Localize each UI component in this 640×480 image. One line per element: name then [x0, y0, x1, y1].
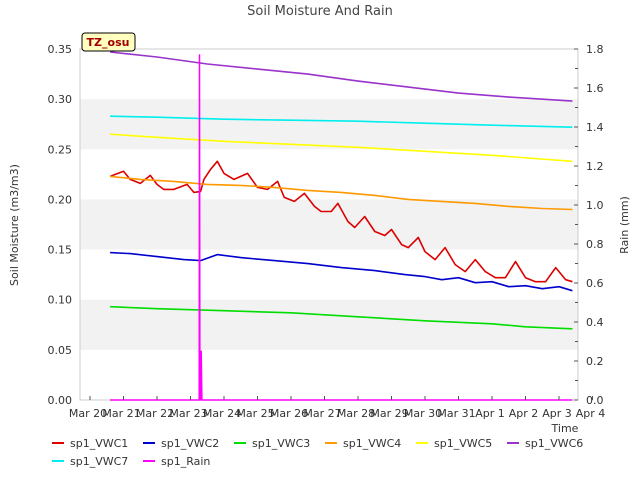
y-tick-label-left: 0.20	[48, 193, 73, 206]
grid-bands	[80, 49, 578, 400]
site-badge-box	[81, 32, 136, 52]
y-axis-right: 0.0 0.2 0.4 0.6 0.8 1.0 1.2 1.4 1.6 1.8	[574, 43, 604, 407]
series-line-sp1_VWC6	[110, 51, 573, 102]
series-line-sp1_VWC2	[110, 251, 573, 292]
x-tick-label: Apr 3	[542, 407, 572, 420]
x-tick-label: Mar 20	[69, 407, 107, 420]
x-tick-label: Mar 23	[169, 407, 207, 420]
legend: sp1_VWC1 sp1_VWC2 sp1_VWC3 sp1_VWC4 sp1_VWC5…	[52, 437, 583, 468]
y-axis-title-left: Soil Moisture (m3/m3)	[8, 164, 21, 286]
y-tick-label-left: 0.35	[48, 43, 73, 56]
y-tick-label-left: 0.05	[48, 344, 73, 357]
x-tick-label: Mar 30	[404, 407, 442, 420]
legend-label: sp1_VWC4	[343, 437, 401, 450]
x-tick-label: Apr 4	[576, 407, 606, 420]
x-tick-label: Mar 29	[370, 407, 408, 420]
x-tick-label: Mar 25	[236, 407, 274, 420]
site-badge-label: TZ_osu	[87, 36, 130, 49]
grid-band	[80, 349, 578, 400]
legend-label: sp1_VWC3	[252, 437, 310, 450]
series-line-sp1_VWC3	[110, 305, 573, 330]
y-axis-title-right: Rain (mm)	[618, 196, 631, 254]
x-tick-label: Mar 24	[203, 407, 241, 420]
y-tick-label-right: 0.2	[586, 355, 604, 368]
x-tick-label: Apr 1	[475, 407, 505, 420]
y-tick-label-right: 1.2	[586, 160, 604, 173]
series-line-sp1_Rain	[110, 54, 573, 401]
x-axis-title: Time	[551, 422, 579, 435]
legend-label: sp1_VWC2	[161, 437, 219, 450]
legend-label: sp1_VWC5	[434, 437, 492, 450]
x-tick-label: Mar 22	[136, 407, 174, 420]
series-line-sp1_VWC4	[110, 175, 573, 211]
grid-band	[80, 99, 578, 150]
y-axis-left: 0.00 0.05 0.10 0.15 0.20 0.25 0.30 0.35	[48, 43, 73, 407]
legend-label: sp1_VWC6	[525, 437, 583, 450]
series-line-sp1_VWC1	[109, 160, 573, 283]
x-tick-label: Mar 26	[270, 407, 308, 420]
y-tick-label-left: 0.15	[48, 244, 73, 257]
legend-label: sp1_VWC1	[70, 437, 128, 450]
y-tick-label-left: 0.10	[48, 294, 73, 307]
y-tick-label-left: 0.30	[48, 93, 73, 106]
y-tick-label-right: 0.6	[586, 277, 604, 290]
y-tick-label-right: 1.8	[586, 43, 604, 56]
series-line-sp1_VWC7	[110, 115, 573, 128]
y-tick-label-right: 0.4	[586, 316, 604, 329]
grid-band	[80, 199, 578, 250]
site-badge: TZ_osu	[81, 32, 136, 52]
x-tick-label: Apr 2	[509, 407, 539, 420]
y-tick-label-left: 0.00	[48, 394, 73, 407]
series-layer	[109, 51, 573, 401]
x-tick-label: Mar 31	[437, 407, 475, 420]
chart-title: Soil Moisture And Rain	[247, 4, 393, 19]
y-tick-label-right: 0.8	[586, 238, 604, 251]
y-tick-label-right: 1.0	[586, 199, 604, 212]
legend-label: sp1_VWC7	[70, 455, 128, 468]
x-tick-label: Mar 21	[102, 407, 140, 420]
y-tick-label-right: 1.6	[586, 82, 604, 95]
y-tick-label-left: 0.25	[48, 143, 73, 156]
y-tick-label-right: 0.0	[586, 394, 604, 407]
x-tick-label: Mar 27	[303, 407, 341, 420]
y-tick-label-right: 1.4	[586, 121, 604, 134]
legend-label: sp1_Rain	[161, 455, 210, 468]
x-tick-label: Mar 28	[337, 407, 375, 420]
series-line-sp1_VWC5	[110, 133, 573, 163]
